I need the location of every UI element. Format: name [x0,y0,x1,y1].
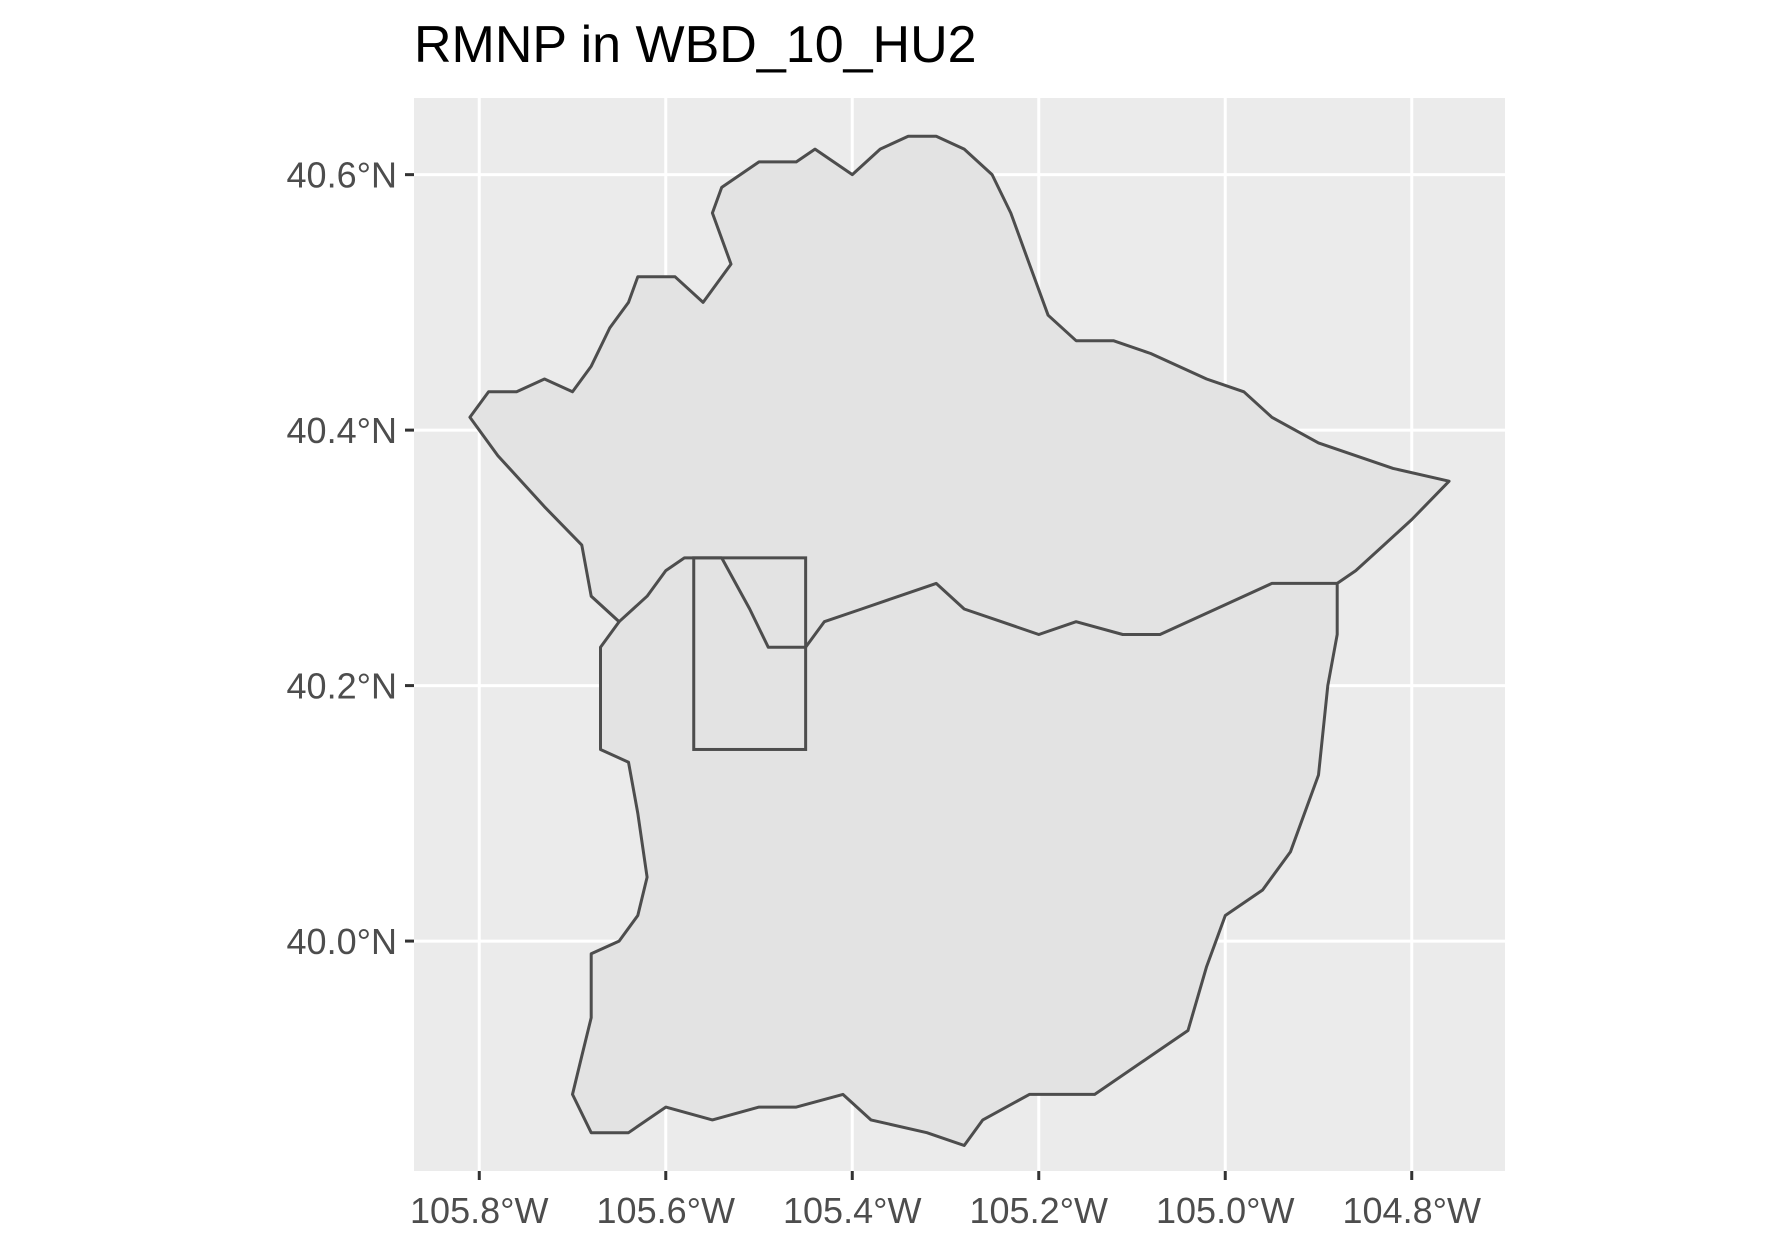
y-tick-label: 40.6°N [287,155,397,196]
x-tick-label: 105.8°W [410,1190,548,1231]
map-layers [468,134,1451,1147]
x-tick-label: 104.8°W [1343,1190,1481,1231]
x-tick-label: 105.4°W [783,1190,921,1231]
axes: 105.8°W 105.6°W 105.4°W 105.2°W 105.0°W 104.8… [287,155,1481,1231]
rmnp-bounding-box [692,556,808,751]
subbasin-divide-line [590,556,1338,649]
y-tick-label: 40.2°N [287,666,397,707]
y-tick-label: 40.4°N [287,410,397,451]
watershed-boundary [468,134,1451,1147]
x-tick-label: 105.2°W [970,1190,1108,1231]
x-tick-label: 105.6°W [597,1190,735,1231]
y-tick-label: 40.0°N [287,921,397,962]
x-tick-label: 105.0°W [1156,1190,1294,1231]
map-title: RMNP in WBD_10_HU2 [414,16,977,74]
